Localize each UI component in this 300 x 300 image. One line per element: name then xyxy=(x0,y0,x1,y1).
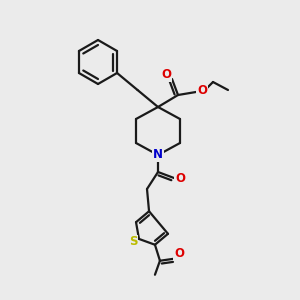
Text: O: O xyxy=(175,172,185,185)
Text: O: O xyxy=(174,247,184,260)
Text: S: S xyxy=(129,236,137,248)
Text: N: N xyxy=(153,148,163,161)
Text: O: O xyxy=(197,85,207,98)
Text: O: O xyxy=(161,68,171,82)
